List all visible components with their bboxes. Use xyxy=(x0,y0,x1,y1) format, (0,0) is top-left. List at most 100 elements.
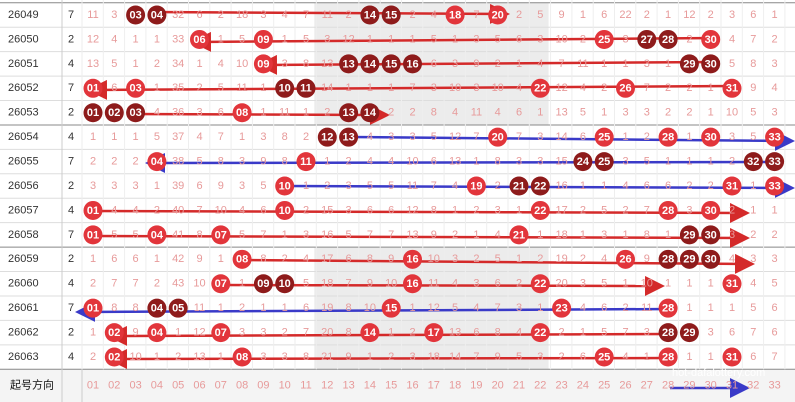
miss-count: 7 xyxy=(303,327,309,339)
count: 7 xyxy=(68,156,74,168)
miss-count: 13 xyxy=(87,58,99,70)
ball xyxy=(403,54,422,74)
miss-count: 9 xyxy=(346,351,352,363)
ball-number: 31 xyxy=(726,180,738,192)
miss-count: 2 xyxy=(303,131,309,143)
miss-count: 4 xyxy=(388,156,394,168)
ball xyxy=(211,225,231,245)
miss-count: 1 xyxy=(154,180,160,192)
ball-number: 01 xyxy=(87,107,99,119)
miss-count: 40 xyxy=(172,204,184,216)
miss-count: 22 xyxy=(619,9,631,21)
miss-count: 21 xyxy=(321,351,333,363)
miss-count: 2 xyxy=(708,9,714,21)
ball-number: 30 xyxy=(705,34,717,46)
ball xyxy=(594,127,614,147)
miss-count: 1 xyxy=(282,302,288,314)
miss-count: 12 xyxy=(87,33,99,45)
miss-count: 2 xyxy=(559,327,565,339)
miss-count: 7 xyxy=(750,33,756,45)
column-label: 03 xyxy=(129,380,141,392)
miss-count: 1 xyxy=(708,82,714,94)
ball xyxy=(658,29,678,49)
miss-count: 11 xyxy=(641,302,652,314)
miss-count: 6 xyxy=(580,351,586,363)
miss-count: 3 xyxy=(303,229,309,241)
miss-count: 1 xyxy=(601,107,607,119)
miss-count: 7 xyxy=(644,82,650,94)
miss-count: 3 xyxy=(409,351,415,363)
column-label: 09 xyxy=(257,380,269,392)
miss-count: 3 xyxy=(772,107,778,119)
miss-count: 4 xyxy=(580,302,586,314)
miss-count: 6 xyxy=(431,58,437,70)
ball xyxy=(360,103,380,123)
miss-count: 2 xyxy=(409,107,415,119)
miss-count: 1 xyxy=(452,33,458,45)
miss-count: 13 xyxy=(555,107,567,119)
ball-number: 02 xyxy=(108,327,120,339)
ball xyxy=(424,323,444,343)
miss-count: 5 xyxy=(452,302,458,314)
miss-count: 9 xyxy=(133,327,139,339)
miss-count: 5 xyxy=(601,204,607,216)
column-label: 18 xyxy=(449,380,461,392)
ball-number: 04 xyxy=(151,156,164,168)
column-label: 16 xyxy=(406,380,418,392)
miss-count: 7 xyxy=(495,302,501,314)
ball xyxy=(722,176,742,196)
ball-number: 04 xyxy=(151,9,164,21)
miss-count: 5 xyxy=(239,33,245,45)
column-label: 19 xyxy=(470,380,482,392)
miss-count: 3 xyxy=(409,131,415,143)
ball xyxy=(765,176,785,196)
miss-count: 1 xyxy=(260,82,266,94)
miss-count: 3 xyxy=(772,58,778,70)
miss-count: 9 xyxy=(218,180,224,192)
miss-count: 8 xyxy=(431,204,437,216)
miss-count: 8 xyxy=(495,156,501,168)
miss-count: 2 xyxy=(644,9,650,21)
count: 4 xyxy=(68,278,74,290)
ball-number: 20 xyxy=(492,132,504,144)
ball xyxy=(253,274,273,294)
issue: 26052 xyxy=(8,82,39,94)
ball xyxy=(360,54,380,74)
miss-count: 10 xyxy=(449,82,461,94)
miss-count: 10 xyxy=(641,278,653,290)
miss-count: 8 xyxy=(346,302,352,314)
miss-count: 1 xyxy=(367,351,373,363)
miss-count: 2 xyxy=(516,278,522,290)
miss-count: 5 xyxy=(580,107,586,119)
column-label: 14 xyxy=(364,380,376,392)
ball-number: 14 xyxy=(364,107,377,119)
miss-count: 39 xyxy=(172,180,184,192)
miss-count: 1 xyxy=(367,82,373,94)
miss-count: 6 xyxy=(580,131,586,143)
miss-count: 5 xyxy=(303,33,309,45)
ball xyxy=(83,103,103,123)
ball xyxy=(104,347,124,367)
ball-number: 25 xyxy=(598,351,610,363)
ball xyxy=(658,249,678,269)
column-label: 15 xyxy=(385,380,397,392)
ball-number: 22 xyxy=(534,83,546,95)
ball-number: 08 xyxy=(236,107,248,119)
miss-count: 33 xyxy=(172,33,184,45)
ball-number: 28 xyxy=(662,34,674,46)
ball xyxy=(126,103,146,123)
miss-count: 9 xyxy=(495,351,501,363)
ball-number: 20 xyxy=(492,9,504,21)
miss-count: 13 xyxy=(406,229,418,241)
ball-number: 29 xyxy=(683,229,695,241)
miss-count: 1 xyxy=(175,327,181,339)
miss-count: 3 xyxy=(772,253,778,265)
miss-count: 6 xyxy=(431,156,437,168)
ball xyxy=(722,78,742,98)
miss-count: 5 xyxy=(750,302,756,314)
miss-count: 4 xyxy=(495,107,501,119)
miss-count: 10 xyxy=(726,107,738,119)
miss-count: 2 xyxy=(516,9,522,21)
miss-count: 11 xyxy=(407,180,418,192)
miss-count: 1 xyxy=(133,33,139,45)
